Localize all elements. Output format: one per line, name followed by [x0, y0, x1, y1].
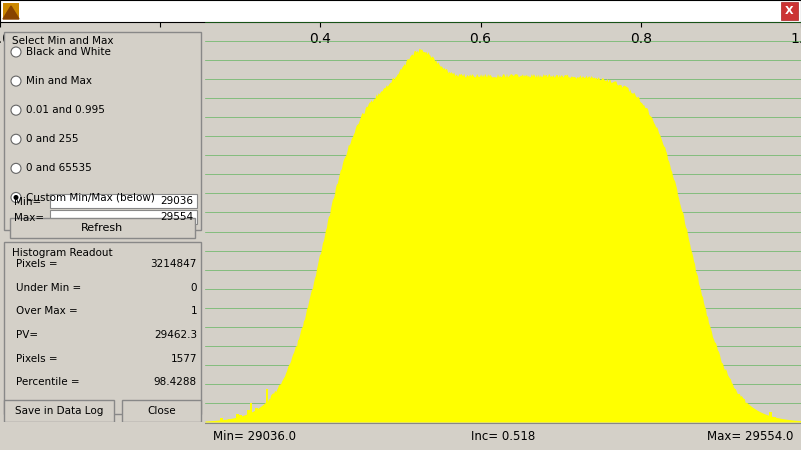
Text: 1577: 1577 — [171, 354, 197, 364]
Bar — [786, 420, 788, 422]
Circle shape — [14, 195, 18, 200]
Bar — [720, 410, 723, 422]
Bar — [123, 400, 201, 422]
Bar — [248, 410, 250, 422]
Circle shape — [11, 105, 21, 115]
Bar — [3, 3, 19, 19]
Bar — [228, 419, 231, 422]
Bar — [769, 412, 772, 422]
Text: Min=: Min= — [14, 197, 41, 207]
Bar — [268, 411, 271, 422]
Bar — [264, 413, 266, 422]
Circle shape — [11, 193, 21, 202]
Bar — [239, 415, 242, 422]
Bar — [280, 398, 282, 422]
Bar — [260, 411, 263, 422]
Bar — [728, 409, 731, 422]
Bar — [234, 420, 236, 422]
Bar — [749, 418, 751, 422]
Text: 0: 0 — [191, 283, 197, 293]
Circle shape — [11, 163, 21, 173]
Bar — [288, 405, 290, 422]
Bar — [256, 408, 258, 422]
Text: Min= 29036.0: Min= 29036.0 — [213, 429, 296, 442]
Bar — [236, 414, 239, 422]
Text: Save in Data Log: Save in Data Log — [15, 405, 103, 416]
Text: 29554: 29554 — [160, 212, 193, 222]
Text: 0.01 and 0.995: 0.01 and 0.995 — [26, 105, 105, 115]
Text: Black and White: Black and White — [26, 47, 111, 57]
Bar — [741, 421, 743, 422]
Bar — [4, 400, 115, 422]
Text: Refresh: Refresh — [82, 223, 123, 233]
Text: Inc= 0.518: Inc= 0.518 — [471, 429, 535, 442]
Bar — [266, 389, 268, 422]
Text: 0 and 255: 0 and 255 — [26, 134, 78, 144]
Circle shape — [11, 47, 21, 57]
Bar — [732, 402, 735, 422]
Text: X: X — [785, 6, 793, 16]
Text: Histogram Readout: Histogram Readout — [12, 248, 113, 258]
Bar — [736, 417, 739, 422]
Text: Close: Close — [147, 405, 176, 416]
Text: Under Min =: Under Min = — [16, 283, 81, 293]
Text: Max= 29554.0: Max= 29554.0 — [706, 429, 793, 442]
Circle shape — [11, 134, 21, 144]
Bar — [745, 420, 747, 422]
Bar — [250, 403, 252, 422]
Text: Percentile =: Percentile = — [16, 378, 79, 387]
Bar — [4, 242, 201, 414]
Bar — [757, 415, 760, 422]
Text: PV=: PV= — [16, 330, 38, 340]
Bar — [50, 194, 197, 208]
Bar — [276, 418, 279, 422]
Text: 0 and 65535: 0 and 65535 — [26, 163, 92, 173]
Text: Histogram of:  [18] SigmaClip3-139-239Flat.fts: Histogram of: [18] SigmaClip3-139-239Fla… — [23, 4, 300, 18]
Bar — [724, 409, 727, 422]
Bar — [274, 408, 276, 422]
Bar — [716, 420, 719, 422]
Text: Min and Max: Min and Max — [26, 76, 92, 86]
Bar — [10, 218, 195, 238]
Bar — [773, 417, 776, 422]
Polygon shape — [3, 6, 19, 19]
Text: 29036: 29036 — [160, 196, 193, 206]
Text: Select Min and Max: Select Min and Max — [12, 36, 114, 46]
Text: 3214847: 3214847 — [151, 259, 197, 269]
Bar — [50, 210, 197, 224]
Bar — [4, 32, 201, 230]
Text: 98.4288: 98.4288 — [154, 378, 197, 387]
Text: Over Max =: Over Max = — [16, 306, 78, 316]
Bar — [781, 2, 798, 20]
Text: Custom Min/Max (below): Custom Min/Max (below) — [26, 193, 155, 202]
Circle shape — [11, 76, 21, 86]
Bar — [244, 417, 247, 422]
Text: 29462.3: 29462.3 — [154, 330, 197, 340]
Text: 1: 1 — [191, 306, 197, 316]
Text: Pixels =: Pixels = — [16, 259, 58, 269]
Bar — [231, 420, 234, 422]
Text: Max=: Max= — [14, 213, 44, 223]
Text: Pixels =: Pixels = — [16, 354, 58, 364]
Bar — [220, 418, 223, 422]
Bar — [284, 416, 287, 422]
